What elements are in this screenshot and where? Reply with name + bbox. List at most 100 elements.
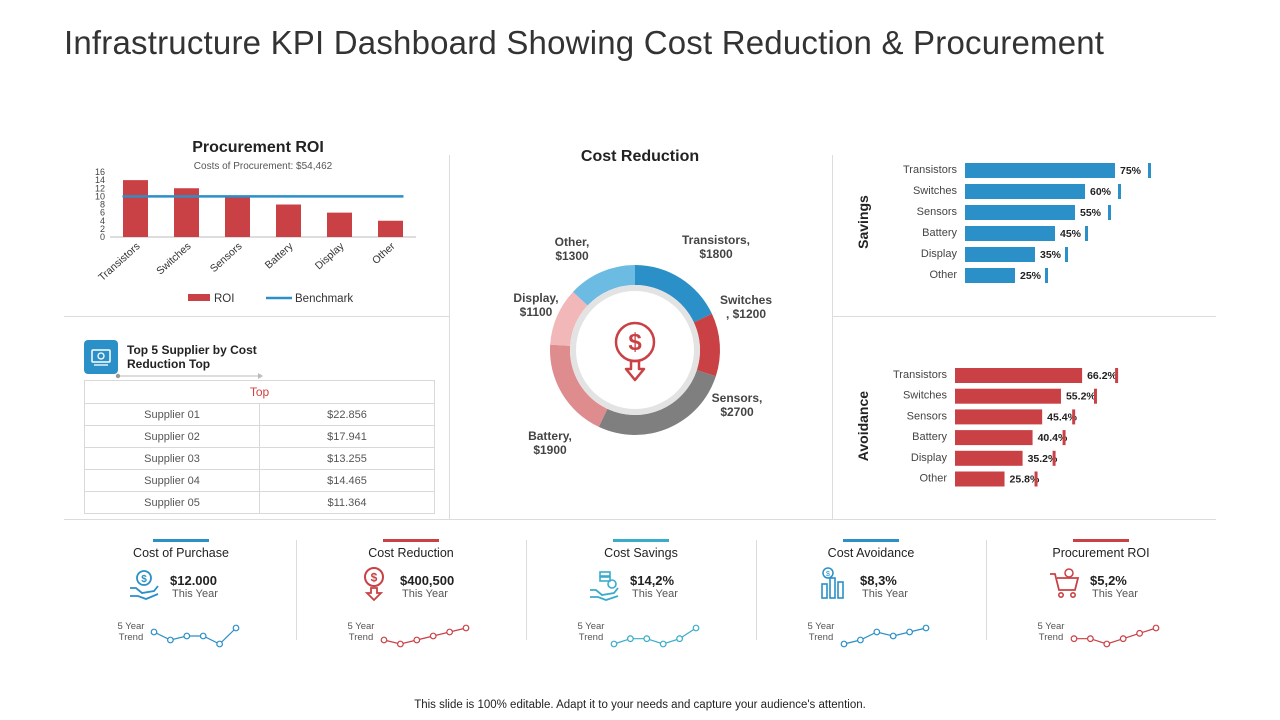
kpi-value: $12.000 <box>170 573 217 588</box>
legend-roi-label: ROI <box>214 293 234 305</box>
supplier-value: $13.255 <box>259 447 435 470</box>
trend-point <box>216 640 223 648</box>
x-tick-label: Other <box>370 240 398 267</box>
supplier-value: $17.941 <box>259 425 435 448</box>
table-row: Supplier 04 $14.465 <box>84 469 435 492</box>
bar-end-marker <box>1072 409 1076 425</box>
y-tick-label: 0 <box>100 232 105 242</box>
supplier-name: Supplier 02 <box>84 425 260 448</box>
trend-point <box>1136 629 1143 637</box>
y-tick-label: 8 <box>100 200 105 210</box>
roi-bar <box>123 180 148 237</box>
cart-icon <box>1050 568 1080 598</box>
donut-center <box>576 291 694 409</box>
trend-point <box>232 624 240 632</box>
table-row: Supplier 02 $17.941 <box>84 425 435 448</box>
x-tick-label: Display <box>313 240 347 272</box>
page-title: Infrastructure KPI Dashboard Showing Cos… <box>64 24 1105 61</box>
donut-slice <box>550 344 608 427</box>
divider <box>526 540 527 640</box>
trend-label-line2: Trend <box>578 632 604 643</box>
divider <box>449 155 450 520</box>
trend-point <box>380 636 388 644</box>
trend-point <box>922 624 930 632</box>
kpi-card: Cost Reduction $ $400,500 This Year 5 Year Tr… <box>296 536 526 656</box>
supplier-panel-title: Top 5 Supplier by Cost Reduction Top <box>127 343 257 371</box>
trend-point <box>1152 624 1160 632</box>
trend-point <box>462 624 470 632</box>
y-tick-label: 6 <box>100 208 105 218</box>
dollar-down-icon: $ <box>614 321 656 382</box>
bar-end-marker <box>1052 450 1056 466</box>
trend-sparkline <box>840 624 930 648</box>
kpi-title: Cost Reduction <box>368 546 454 560</box>
donut-label-value: $1800 <box>699 247 733 261</box>
y-tick-label: 10 <box>95 191 105 201</box>
trend-point <box>413 636 421 644</box>
svg-text:$: $ <box>371 571 378 585</box>
trend-point <box>446 628 453 636</box>
bar <box>955 471 1005 487</box>
donut-label-value: $1100 <box>520 305 553 319</box>
donut-label-value: , $1200 <box>726 307 766 321</box>
bar-value-label: 75% <box>1120 165 1142 177</box>
bar-dollar-icon: $ <box>821 567 844 599</box>
trend-label: 5 Year Trend <box>106 621 156 643</box>
divider <box>296 540 297 640</box>
trend-line <box>383 627 467 645</box>
bar-value-label: 55.2% <box>1066 391 1096 403</box>
kpi-subtitle: This Year <box>862 588 908 600</box>
x-tick-label: Transistors <box>96 240 142 283</box>
coins-hand-icon <box>590 571 619 601</box>
bar-value-label: 35.2% <box>1028 453 1058 465</box>
supplier-value: $22.856 <box>259 403 435 426</box>
trend-point <box>1119 635 1127 643</box>
bar <box>965 247 1035 262</box>
bar <box>965 226 1055 241</box>
bar-category-label: Battery <box>912 431 947 443</box>
bar <box>965 205 1075 220</box>
donut-label: Switches <box>720 293 772 307</box>
money-hand-icon: $ <box>130 570 159 600</box>
bar-category-label: Switches <box>903 390 948 402</box>
bar <box>955 388 1061 404</box>
trend-point <box>692 624 700 632</box>
trend-point <box>676 635 683 643</box>
kpi-title: Cost of Purchase <box>133 546 229 560</box>
bar-category-label: Other <box>919 473 947 485</box>
kpi-subtitle: This Year <box>632 588 678 600</box>
trend-label: 5 Year Trend <box>1026 621 1076 643</box>
bar-category-label: Display <box>911 452 948 464</box>
bar-value-label: 25.8% <box>1010 474 1040 486</box>
donut-label-value: $1300 <box>555 249 589 263</box>
trend-point <box>1087 635 1094 643</box>
axis-label: Avoidance <box>855 391 871 461</box>
bar-category-label: Battery <box>922 227 957 239</box>
kpi-accent-bar <box>843 539 899 542</box>
trend-point <box>889 632 897 640</box>
bar-end-marker <box>1065 247 1068 262</box>
y-tick-label: 16 <box>95 167 105 177</box>
trend-sparkline <box>610 624 700 648</box>
donut-label: Transistors, <box>682 233 750 247</box>
trend-point <box>627 635 634 643</box>
trend-label-line2: Trend <box>808 632 834 643</box>
donut-label-value: $1900 <box>533 443 567 457</box>
cost-reduction-title: Cost Reduction <box>580 148 700 165</box>
trend-line <box>153 627 237 645</box>
donut-label: Display, <box>513 291 558 305</box>
kpi-value: $5,2% <box>1090 573 1127 588</box>
trend-point <box>429 632 437 640</box>
trend-sparkline <box>1070 624 1160 648</box>
trend-line <box>1074 627 1157 645</box>
table-row: Supplier 01 $22.856 <box>84 403 435 426</box>
bar-end-marker <box>1108 205 1111 220</box>
cost-reduction-donut: $ Transistors,$1800 Switches, $1200 Sensors… <box>513 233 772 457</box>
y-tick-label: 12 <box>95 183 105 193</box>
trend-point <box>610 640 618 648</box>
kpi-card: Cost of Purchase $ $12.000 This Year 5 Year T… <box>66 536 296 656</box>
trend-label: 5 Year Trend <box>566 621 616 643</box>
avoidance-chart: Avoidance Transistors 66.2% Switches 55.2% Se… <box>855 368 1119 487</box>
trend-point <box>150 628 158 636</box>
